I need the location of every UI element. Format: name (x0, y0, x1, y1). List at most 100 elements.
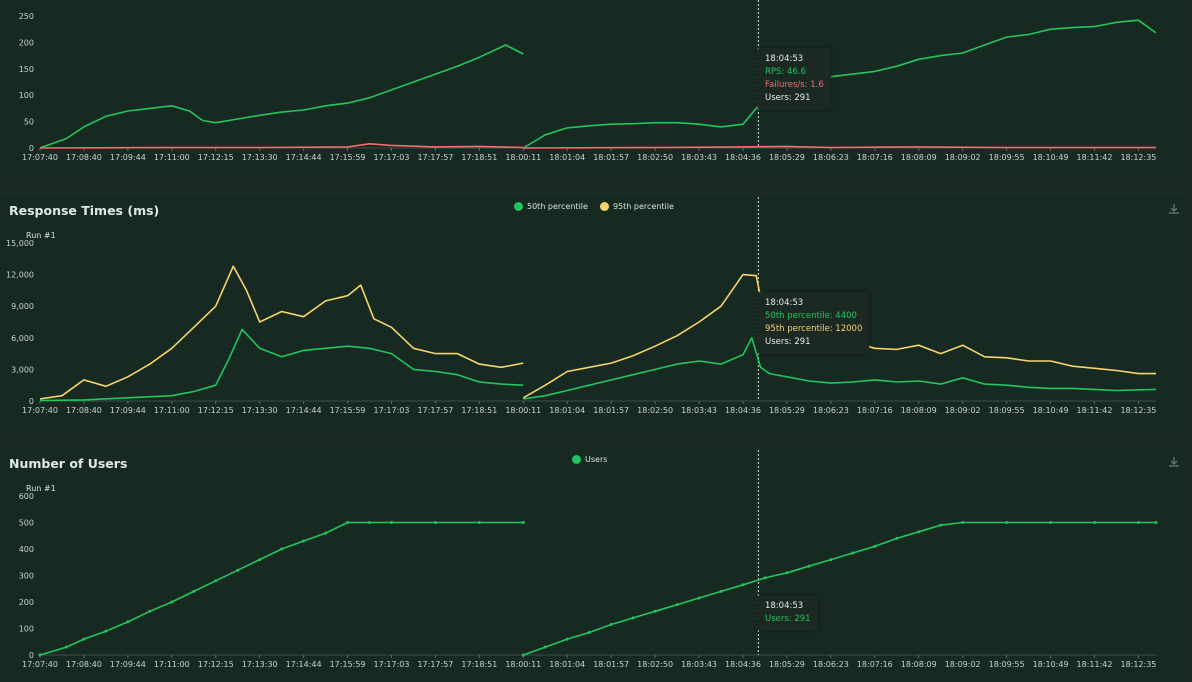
x-tick-label: 17:13:30 (242, 660, 278, 669)
data-point (521, 521, 525, 524)
tooltip-time: 18:04:53 (765, 601, 804, 611)
data-point (609, 623, 613, 627)
x-tick-label: 18:07:16 (857, 660, 893, 669)
panel-title: Number of Users (9, 456, 128, 471)
data-point (565, 637, 569, 641)
x-tick-label: 18:00:11 (505, 660, 541, 669)
x-tick-label: 18:08:09 (901, 660, 937, 669)
x-tick-label: 18:05:29 (769, 660, 805, 669)
response-times-panel: Response Times (ms) 50th percentile 95th… (0, 197, 1186, 430)
x-tick-label: 18:06:23 (813, 153, 849, 162)
x-tick-label: 18:05:29 (769, 153, 805, 162)
data-point (653, 609, 657, 613)
x-tick-label: 18:00:11 (505, 406, 541, 415)
legend: Users (572, 455, 615, 464)
tooltip-failures: Failures/s: 1.6 (765, 80, 824, 90)
users-chart[interactable]: 0 100 200 300 400 500 600 17:07:40 17:08:40 17:09… (0, 450, 1186, 682)
data-point (873, 544, 877, 548)
x-tick-label: 17:17:03 (374, 153, 410, 162)
data-point (763, 576, 767, 580)
y-tick-label: 200 (19, 38, 34, 47)
y-tick-label: 0 (29, 144, 34, 153)
download-icon[interactable] (1168, 203, 1180, 215)
series-line-rps (522, 19, 1157, 149)
data-point (851, 551, 855, 555)
x-tick-label: 18:12:35 (1120, 660, 1156, 669)
y-tick-label: 150 (19, 65, 34, 74)
data-point (126, 620, 130, 624)
data-point (192, 589, 196, 593)
x-tick-label: 18:01:04 (549, 153, 585, 162)
x-tick-label: 18:03:43 (681, 406, 717, 415)
x-tick-label: 17:11:00 (154, 153, 190, 162)
data-point (961, 521, 965, 524)
y-tick-label: 250 (19, 12, 34, 21)
x-tick-label: 18:07:16 (857, 406, 893, 415)
data-point (368, 521, 372, 524)
data-point (433, 521, 437, 524)
x-tick-label: 17:09:44 (110, 406, 146, 415)
data-point (521, 653, 525, 657)
users-panel: Number of Users Users Run #1 0 100 200 300 4… (0, 450, 1186, 682)
x-tick-label: 18:09:02 (945, 406, 981, 415)
data-point (346, 521, 350, 524)
series-line-95th-percentile (39, 265, 524, 400)
x-tick-label: 18:09:55 (989, 660, 1025, 669)
series-line-users (523, 521, 1156, 656)
y-tick-label: 12,000 (6, 271, 34, 280)
series-line-failures-s (523, 145, 1156, 149)
x-tick-label: 18:01:57 (593, 660, 629, 669)
y-tick-label: 6,000 (11, 334, 34, 343)
x-tick-label: 18:08:09 (901, 406, 937, 415)
x-tick-label: 18:09:55 (989, 153, 1025, 162)
x-tick-label: 17:12:15 (198, 660, 234, 669)
legend-item-p95[interactable]: 95th percentile (599, 202, 674, 211)
response-times-chart[interactable]: 0 3,000 6,000 9,000 12,000 15,000 17:07:40 17:0… (0, 197, 1186, 430)
data-point (785, 571, 789, 575)
data-point (82, 637, 86, 641)
x-tick-label: 17:09:44 (110, 153, 146, 162)
tooltip-users: Users: 291 (765, 337, 811, 347)
x-tick-label: 18:01:57 (593, 153, 629, 162)
download-icon[interactable] (1168, 456, 1180, 468)
data-point (280, 547, 284, 551)
y-tick-label: 100 (19, 625, 34, 634)
rps-chart[interactable]: 0 50 100 150 200 250 17:07:40 17:08:40 17:09:44 1… (0, 0, 1186, 178)
data-point (214, 579, 218, 583)
data-point (302, 539, 306, 543)
tooltip-time: 18:04:53 (765, 298, 804, 308)
tooltip-users: Users: 291 (765, 93, 811, 103)
data-point (1154, 521, 1158, 524)
x-tick-label: 17:14:44 (286, 406, 322, 415)
tooltip-rps: RPS: 46.6 (765, 67, 806, 77)
data-point (1049, 521, 1053, 524)
x-tick-label: 18:05:29 (769, 406, 805, 415)
data-point (236, 568, 240, 572)
legend-item-users[interactable]: Users (572, 455, 607, 464)
legend-item-p50[interactable]: 50th percentile (514, 202, 588, 211)
data-point (631, 616, 635, 620)
x-tick-label: 18:04:36 (725, 153, 761, 162)
data-point (477, 521, 481, 524)
data-point (675, 603, 679, 607)
x-tick-label: 17:18:51 (461, 153, 497, 162)
data-point (258, 558, 262, 562)
x-tick-label: 18:09:55 (989, 406, 1025, 415)
x-tick-label: 17:15:59 (330, 406, 366, 415)
data-point (64, 645, 68, 649)
x-tick-label: 17:11:00 (154, 406, 190, 415)
tooltip-p50: 50th percentile: 4400 (765, 311, 857, 321)
x-tick-label: 17:14:44 (286, 660, 322, 669)
x-tick-label: 17:17:57 (417, 660, 453, 669)
y-tick-label: 15,000 (6, 239, 34, 248)
x-tick-label: 17:12:15 (198, 153, 234, 162)
data-point (829, 558, 833, 562)
rps-tooltip: 18:04:53 RPS: 46.6 Failures/s: 1.6 Users… (758, 48, 831, 110)
x-tick-label: 18:03:43 (681, 153, 717, 162)
x-tick-label: 18:12:35 (1120, 406, 1156, 415)
x-tick-label: 17:09:44 (110, 660, 146, 669)
y-tick-label: 3,000 (11, 365, 34, 374)
x-tick-label: 18:01:04 (549, 660, 585, 669)
x-tick-label: 17:07:40 (22, 660, 58, 669)
series-line-50th-percentile (523, 337, 1157, 400)
